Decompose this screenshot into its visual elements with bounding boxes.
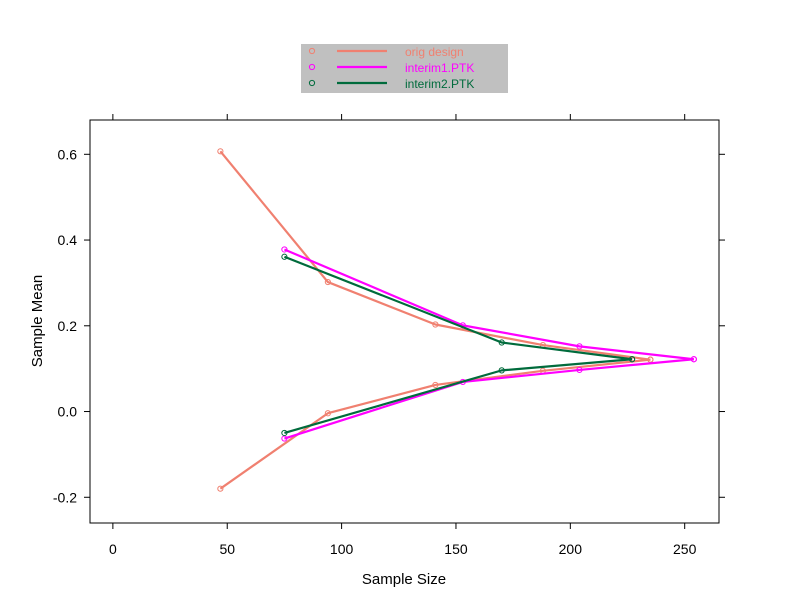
x-tick-label: 250	[673, 541, 697, 557]
y-tick-label: 0.0	[58, 404, 78, 420]
legend-marker-interim1-ptk	[308, 63, 316, 71]
y-tick-label: 0.4	[58, 232, 78, 248]
data-point-orig-design	[217, 485, 224, 492]
data-point-interim1-ptk	[576, 343, 583, 350]
legend-background	[301, 44, 508, 93]
data-point-interim1-ptk	[281, 246, 288, 253]
series-line-interim2-ptk-lower	[284, 358, 633, 435]
legend-label-orig-design: orig design	[405, 45, 464, 59]
y-tick-label: 0.2	[58, 318, 78, 334]
series-line-interim1-ptk-lower	[284, 358, 694, 440]
y-tick-label: 0.6	[58, 146, 78, 162]
data-point-orig-design	[324, 278, 331, 286]
data-point-interim1-ptk	[576, 366, 583, 374]
x-tick-label: 100	[330, 541, 354, 557]
x-axis-label: Sample Size	[362, 571, 446, 588]
y-axis-label: Sample Mean	[29, 275, 46, 368]
data-point-interim2-ptk	[281, 253, 288, 260]
x-tick-label: 0	[109, 541, 117, 557]
legend-marker-interim2-ptk	[308, 79, 316, 87]
y-tick-label: -0.2	[53, 489, 77, 505]
data-point-orig-design	[432, 381, 439, 389]
x-tick-label: 150	[444, 541, 468, 557]
data-point-orig-design	[324, 410, 331, 417]
plot-panel	[89, 119, 720, 524]
x-tick-label: 50	[219, 541, 235, 557]
axis-ticks: 0 50 100 150 200 250 -0.2 0.0 0.2 0.4 0.6	[53, 114, 725, 557]
legend-label-interim2-ptk: interim2.PTK	[405, 77, 474, 91]
x-tick-label: 200	[559, 541, 583, 557]
data-point-interim2-ptk	[498, 367, 505, 374]
data-point-interim2-ptk	[498, 339, 505, 346]
series-layer	[217, 148, 697, 492]
data-point-interim2-ptk	[281, 429, 288, 437]
legend-marker-orig-design	[308, 47, 316, 55]
series-line-interim2-ptk-upper	[284, 255, 633, 361]
data-point-orig-design	[432, 321, 439, 328]
data-point-interim1-ptk	[690, 356, 697, 363]
legend-label-interim1-ptk: interim1.PTK	[405, 61, 474, 75]
legend: orig design interim1.PTK interim2.PTK	[301, 44, 508, 93]
data-point-interim2-ptk	[628, 356, 636, 363]
series-line-interim1-ptk-upper	[283, 248, 694, 361]
series-line-orig-design-upper	[219, 150, 651, 361]
data-point-orig-design	[217, 148, 224, 155]
